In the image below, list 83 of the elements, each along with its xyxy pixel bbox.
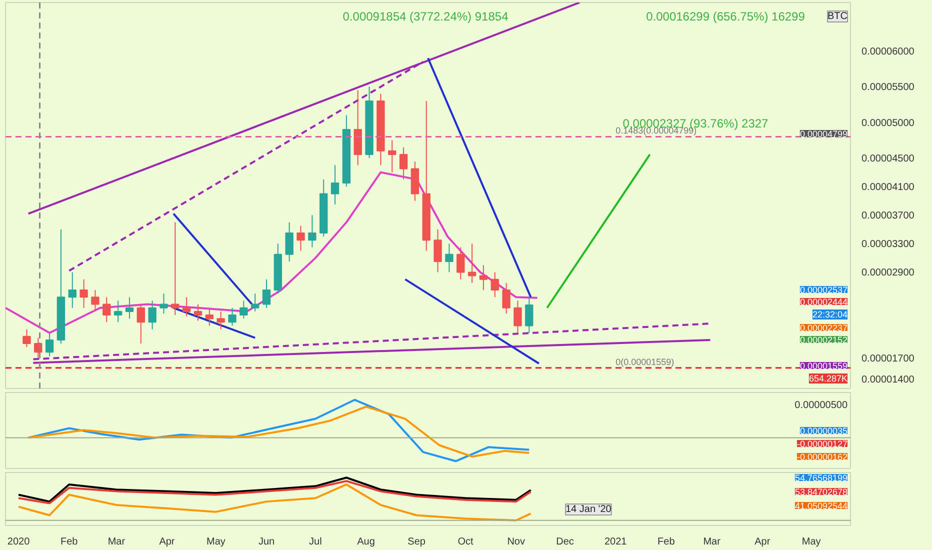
annotation: 0.00002152 (800, 335, 848, 345)
y-tick-label: 0.00006000 (862, 46, 915, 58)
candlestick (399, 146, 408, 180)
annotation: -0.00000162 (796, 452, 848, 462)
annotation: 54.76568199 (794, 473, 848, 483)
x-tick-label: Jul (309, 536, 322, 548)
x-tick-label: Aug (357, 536, 375, 548)
candlestick (525, 296, 534, 334)
x-tick-label: Feb (658, 536, 676, 548)
candlestick (502, 282, 510, 314)
x-tick-label: Apr (754, 536, 771, 548)
annotation: 654.287K (808, 374, 848, 384)
candlestick (80, 278, 88, 308)
candlestick (171, 222, 180, 316)
y-tick-label: 0.00001400 (862, 374, 915, 386)
x-tick-label: Dec (556, 536, 574, 548)
candlestick (456, 246, 465, 280)
annotation: 0.00016299 (656.75%) 16299 (646, 10, 806, 24)
candlestick (490, 272, 499, 298)
candlestick (308, 214, 316, 248)
candlestick (91, 290, 100, 312)
candlestick (114, 300, 122, 323)
x-tick-label: May (206, 536, 226, 548)
annotation: BTC (828, 11, 848, 22)
candlestick (228, 307, 236, 326)
x-tick-label: 2020 (7, 536, 30, 548)
candlestick (136, 304, 145, 344)
annotation: 14 Jan '20 (566, 504, 612, 515)
candlestick (514, 300, 522, 334)
candlestick (262, 278, 271, 308)
candlestick (250, 293, 260, 312)
annotation: 0.00000500 (794, 400, 848, 411)
x-tick-label: Nov (507, 536, 525, 548)
annotation: 22:32:04 (812, 310, 848, 320)
candlestick (45, 332, 54, 357)
x-tick-label: Apr (159, 536, 176, 548)
candlestick (102, 296, 111, 323)
x-tick-label: Oct (458, 536, 474, 548)
x-tick-label: Mar (703, 536, 722, 548)
annotation: 53.84702678 (794, 487, 848, 497)
y-tick-label: 0.00002900 (862, 268, 915, 279)
x-tick-label: May (802, 536, 821, 548)
candlestick (68, 272, 76, 308)
annotation: 0.00002237 (800, 323, 848, 333)
candlestick (434, 228, 442, 273)
y-tick-label: 0.00004100 (862, 182, 915, 194)
annotation: 41.05092544 (794, 501, 848, 511)
x-tick-label: Sep (408, 536, 426, 548)
candlestick (240, 300, 248, 320)
annotation: -0.00000127 (796, 439, 848, 449)
x-tick-label: Feb (60, 536, 78, 548)
candlestick (468, 243, 476, 284)
annotation: 0.00004799 (800, 129, 848, 139)
x-tick-label: 2021 (604, 536, 628, 548)
candlestick (388, 140, 396, 173)
y-tick-label: 0.00001700 (862, 353, 915, 364)
annotation: 0.00000035 (800, 426, 848, 436)
candlestick (216, 310, 225, 330)
y-tick-label: 0.00003300 (862, 239, 915, 250)
annotation: 0.00002537 (800, 285, 848, 295)
y-tick-label: 0.00003700 (862, 210, 915, 222)
x-tick-label: Mar (108, 536, 126, 548)
candlestick (445, 243, 454, 273)
candlestick (160, 293, 168, 314)
y-tick-label: 0.00004500 (862, 154, 915, 165)
y-tick-label: 0.00005500 (862, 82, 915, 94)
annotation: 0.00002444 (800, 297, 848, 307)
candlestick (205, 307, 214, 326)
x-tick-label: Jun (258, 536, 275, 548)
y-tick-label: 0.00005000 (862, 118, 915, 129)
line-series (6, 171, 538, 334)
candlestick (296, 225, 305, 252)
candlestick (22, 328, 31, 348)
candlestick (125, 296, 134, 320)
candlestick (194, 304, 202, 322)
ref-line-label: 0(0.00001559) (616, 356, 674, 367)
candlestick (285, 222, 294, 262)
annotation: 0.00091854 (3772.24%) 91854 (342, 10, 509, 24)
candlestick (148, 300, 156, 330)
candlestick (182, 296, 191, 317)
candlestick (479, 264, 488, 291)
candlestick (330, 164, 340, 205)
annotation: 0.00001559 (800, 361, 848, 371)
